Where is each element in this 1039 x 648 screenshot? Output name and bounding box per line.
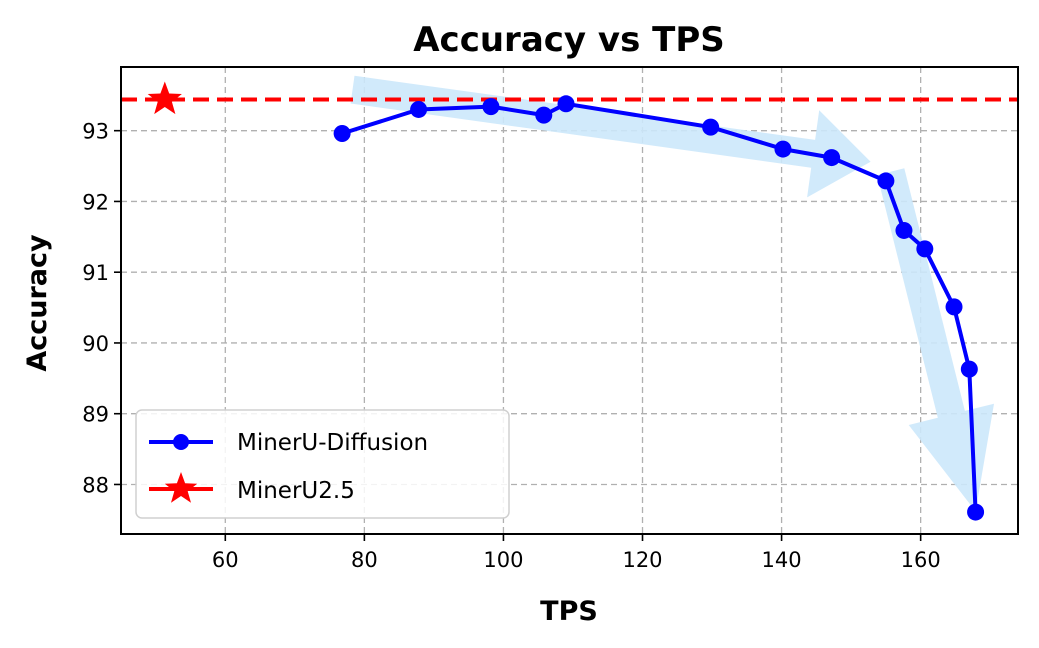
data-point [916,240,934,258]
legend: MinerU-Diffusion MinerU2.5 [135,409,510,519]
y-tick-label: 91 [82,261,109,285]
series-line-group [341,101,978,513]
data-point [333,125,351,143]
trend-arrow [350,75,871,198]
plot-frame [120,66,1019,535]
markers-group [147,81,985,521]
data-point [535,106,553,124]
data-point [702,118,720,136]
data-point [895,221,913,239]
x-ticks: 60 80 100 120 140 160 [212,534,941,572]
y-tick-label: 89 [82,403,109,427]
x-tick-label: 140 [762,548,802,572]
chart-title: Accuracy vs TPS [413,20,725,60]
y-tick-label: 90 [82,332,109,356]
x-axis-title: TPS [540,596,598,627]
data-point [823,149,841,167]
y-tick-label: 92 [82,190,109,214]
data-point [774,140,792,158]
x-tick-label: 80 [351,548,378,572]
legend-label-mineru25: MinerU2.5 [237,478,355,504]
data-point [960,360,978,378]
x-tick-label: 160 [901,548,941,572]
data-point [410,100,428,118]
y-tick-label: 93 [82,120,109,144]
x-tick-label: 100 [483,548,523,572]
data-point [557,95,575,113]
legend-box [135,409,510,519]
y-ticks: 88 89 90 91 92 93 [82,120,121,497]
x-tick-label: 120 [622,548,662,572]
x-tick-label: 60 [212,548,239,572]
legend-label-mineru-diffusion: MinerU-Diffusion [237,430,428,456]
data-point [482,98,500,116]
series-line-mineru-diffusion [341,101,978,513]
data-point [877,172,895,190]
data-point [967,503,985,521]
y-tick-label: 88 [82,473,109,497]
trend-arrow [877,168,994,512]
star-marker-mineru25 [147,81,182,115]
legend-marker-mineru25 [164,472,198,503]
y-axis-title: Accuracy [22,234,53,372]
legend-marker-mineru-diffusion [173,434,189,450]
data-point [945,298,963,316]
